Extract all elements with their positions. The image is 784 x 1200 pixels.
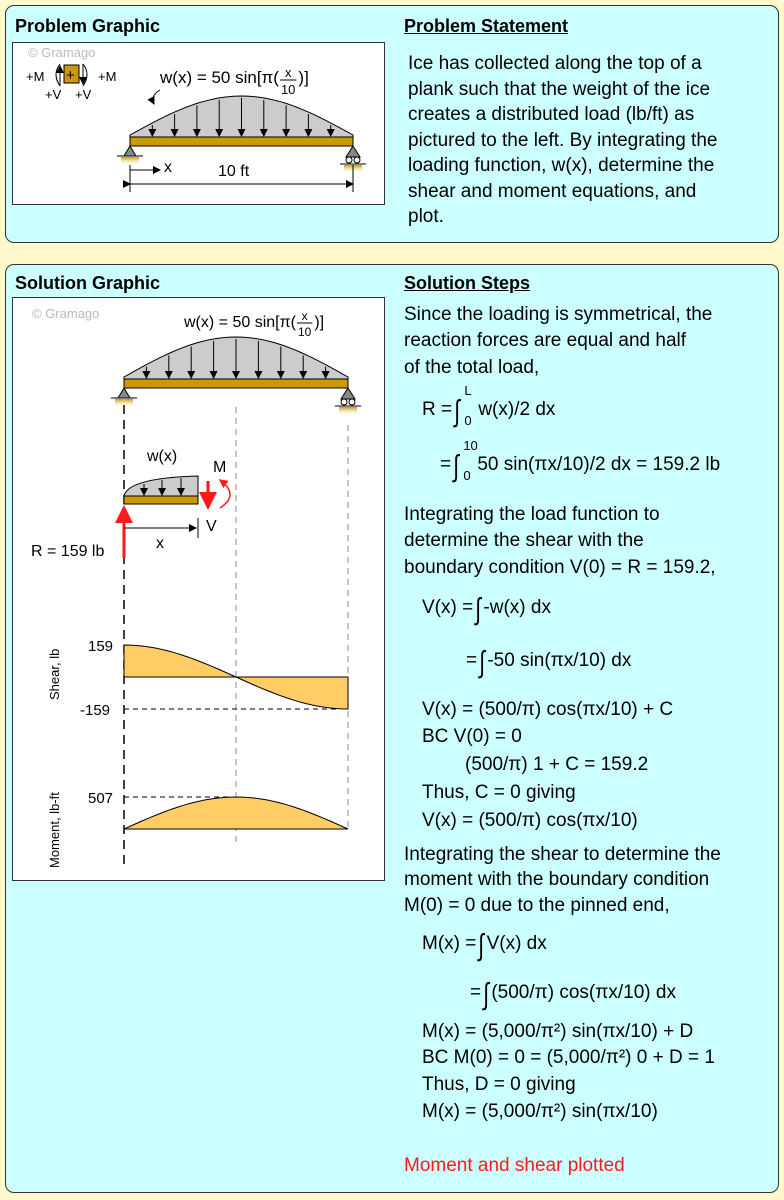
- result-text: Moment and shear plotted: [404, 1155, 625, 1176]
- sign-convention: + +M +M +V +V: [26, 63, 116, 102]
- span-label: 10 ft: [218, 163, 250, 180]
- beam: [129, 136, 354, 147]
- frac-close: )]: [314, 314, 324, 331]
- step-equation: BC M(0) = 0 = (5,000/π²) 0 + D = 1: [422, 1047, 715, 1068]
- problem-statement: Ice has collected along the top of a plan…: [408, 51, 717, 230]
- step-equation: =∫ 10 0 50 sin(πx/10)/2 dx = 159.2 lb: [440, 438, 721, 483]
- statement-line: shear and moment equations, and: [408, 180, 697, 202]
- problem-statement-title: Problem Statement: [404, 16, 569, 36]
- pin-support-icon: [123, 145, 137, 157]
- step-text: determine the shear with the: [404, 530, 644, 551]
- roller-support-icon: [340, 387, 356, 400]
- step-text: M(0) = 0 due to the pinned end,: [404, 895, 670, 916]
- step-text: Integrating the shear to determine the: [404, 844, 721, 865]
- problem-load-label: w(x) = 50 sin[π(: [159, 68, 279, 87]
- step-equation: M(x) = (5,000/π²) sin(πx/10) + D: [422, 1021, 694, 1042]
- svg-text:+V: +V: [45, 87, 62, 102]
- roller-support-icon: [345, 145, 361, 158]
- frac-num: x: [285, 65, 292, 80]
- step-equation: V(x) = (500/π) cos(πx/10) + C: [422, 699, 674, 720]
- fbd-m-label: M: [213, 459, 226, 476]
- step-text: reaction forces are equal and half: [404, 330, 687, 351]
- integral-icon: ∫: [475, 593, 482, 626]
- moment-diagram: 507 Moment, lb-ft: [47, 790, 349, 868]
- fbd-w-label: w(x): [146, 448, 177, 465]
- integral-icon: ∫: [479, 646, 486, 679]
- statement-line: creates a distributed load (lb/ft) as: [408, 104, 695, 125]
- step-text: boundary condition V(0) = R = 159.2,: [404, 557, 716, 578]
- step-equation: =∫ -50 sin(πx/10) dx: [466, 646, 632, 679]
- frac-den: 10: [281, 82, 295, 97]
- solution-graphic-title: Solution Graphic: [15, 273, 161, 293]
- svg-text:+M: +M: [26, 69, 44, 84]
- moment-axis-label: Moment, lb-ft: [47, 792, 62, 868]
- reaction-label: R = 159 lb: [31, 543, 104, 560]
- step-text: moment with the boundary condition: [404, 869, 710, 890]
- step-equation: Thus, D = 0 giving: [422, 1074, 576, 1095]
- step-equation: V(x) =∫ -w(x) dx: [422, 593, 551, 626]
- solution-graphic-box: [12, 297, 385, 881]
- statement-line: pictured to the left. By integrating the: [408, 129, 718, 151]
- step-equation: Thus, C = 0 giving: [422, 782, 576, 803]
- svg-text:+V: +V: [75, 87, 92, 102]
- frac-den: 10: [298, 325, 312, 339]
- step-equation: (500/π) 1 + C = 159.2: [465, 754, 649, 775]
- svg-text:+M: +M: [98, 69, 116, 84]
- shear-axis-label: Shear, lb: [47, 649, 62, 700]
- problem-graphic-title: Problem Graphic: [15, 16, 161, 36]
- beam: [123, 378, 349, 389]
- solution-load-label: w(x) = 50 sin[π(: [183, 314, 297, 331]
- step-equation: M(x) = (5,000/π²) sin(πx/10): [422, 1101, 658, 1122]
- statement-line: loading function, w(x), determine the: [408, 155, 715, 176]
- problem-load: [117, 95, 366, 173]
- step-text: Since the loading is symmetrical, the: [404, 304, 713, 325]
- shear-min-label: -159: [80, 702, 110, 719]
- integral-icon: ∫: [483, 978, 490, 1011]
- fbd: w(x) M V x R = 159 lb: [31, 448, 231, 560]
- statement-line: Ice has collected along the top of a: [408, 53, 702, 74]
- moment-max-label: 507: [88, 790, 113, 807]
- step-text: of the total load,: [404, 357, 540, 378]
- statement-line: plot.: [408, 206, 444, 227]
- step-equation: R =∫ L 0 w(x)/2 dx: [422, 383, 556, 428]
- solution-steps-title: Solution Steps: [404, 273, 530, 293]
- pin-support-icon: [117, 387, 131, 399]
- integral-icon: ∫: [478, 929, 485, 962]
- step-equation: M(x) =∫ V(x) dx: [422, 929, 547, 962]
- integral-icon: ∫: [454, 395, 461, 428]
- frac-num: x: [302, 309, 308, 323]
- step-equation: BC V(0) = 0: [422, 726, 522, 747]
- step-equation: =∫ (500/π) cos(πx/10) dx: [470, 978, 676, 1011]
- watermark: © Gramago: [28, 45, 95, 60]
- svg-text:+: +: [66, 67, 75, 84]
- fbd-v-label: V: [206, 518, 217, 535]
- solution-load: [111, 336, 361, 415]
- step-text: Integrating the load function to: [404, 504, 660, 525]
- frac-close: )]: [298, 68, 308, 87]
- statement-line: plank such that the weight of the ice: [408, 78, 711, 100]
- watermark: © Gramago: [32, 306, 99, 321]
- integral-icon: ∫: [453, 450, 460, 483]
- fbd-x-label: x: [156, 535, 164, 552]
- x-label: x: [164, 159, 172, 176]
- step-equation: V(x) = (500/π) cos(πx/10): [422, 810, 638, 831]
- shear-max-label: 159: [88, 638, 113, 655]
- moment-fill: [123, 796, 349, 830]
- shear-diagram: 159 -159 Shear, lb: [47, 638, 349, 719]
